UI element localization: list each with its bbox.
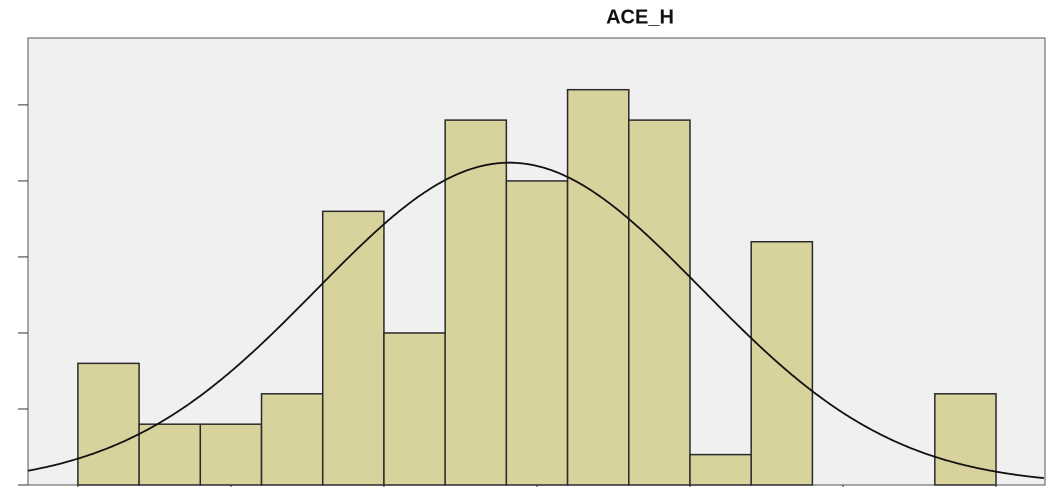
bar — [383, 332, 446, 486]
bar — [199, 423, 263, 486]
normal-curve — [27, 161, 1045, 479]
bar — [750, 240, 814, 486]
bar — [444, 119, 508, 486]
bar — [321, 210, 385, 486]
bar — [934, 393, 997, 486]
bar — [566, 88, 630, 486]
bar — [260, 393, 324, 486]
bar — [505, 180, 569, 486]
bar — [138, 423, 202, 486]
bar — [689, 453, 752, 486]
chart-title: ACE_H — [606, 6, 674, 28]
bar — [628, 119, 691, 486]
bar — [77, 362, 140, 486]
